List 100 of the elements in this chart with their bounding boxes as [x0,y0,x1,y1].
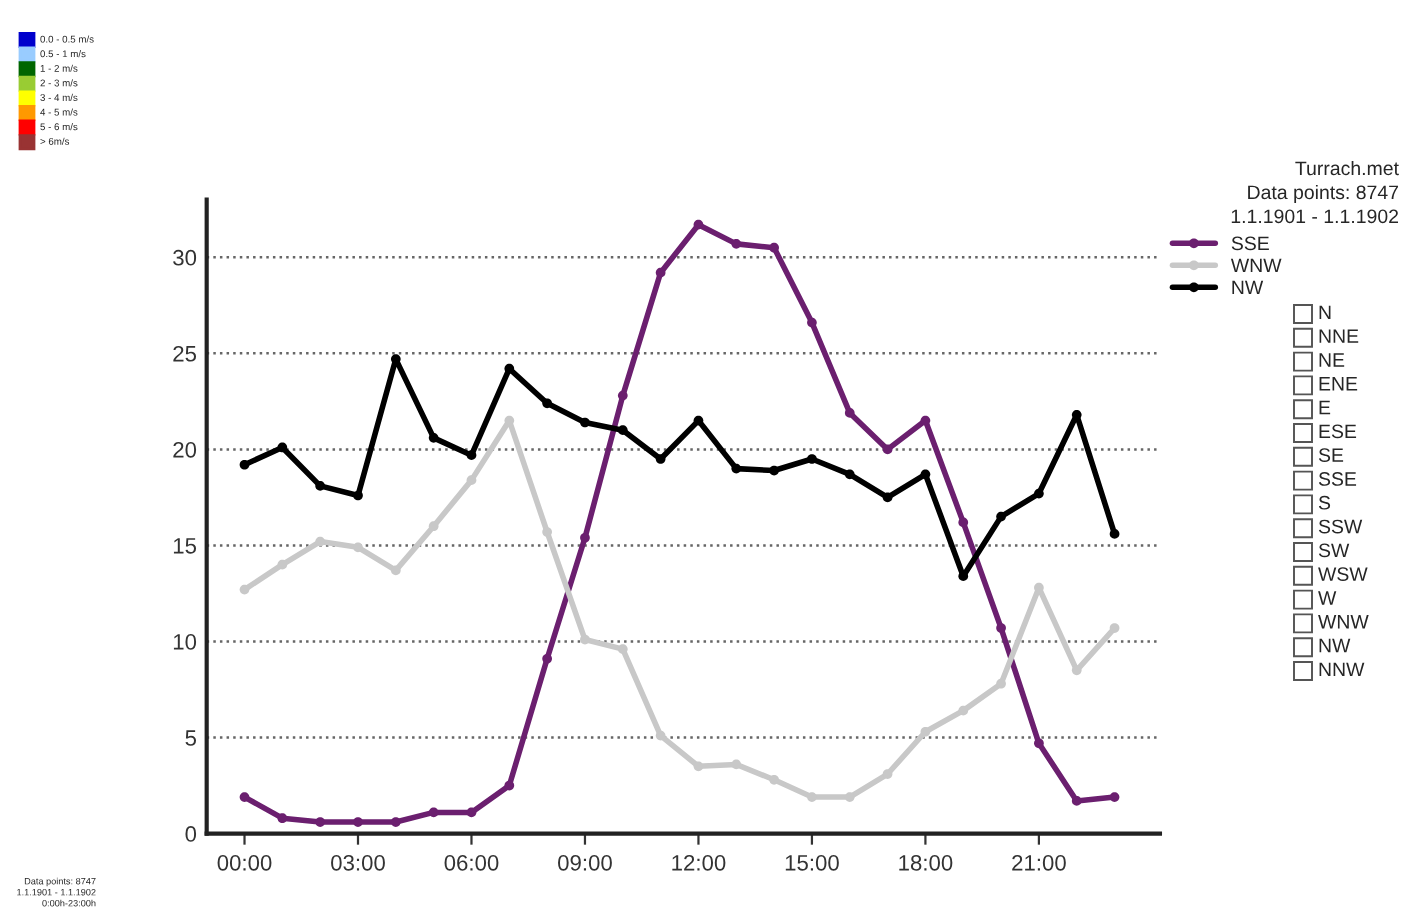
point [920,469,931,480]
point [277,559,288,570]
legend-label: NW [1232,280,1264,295]
text: S [1318,495,1331,510]
point [731,239,742,249]
point [844,408,855,418]
text: SSW [1318,519,1363,534]
point [655,454,666,464]
point [428,433,439,443]
point [390,565,401,576]
text: NNE [1319,329,1359,343]
point [1034,488,1044,499]
point [580,417,590,428]
point [428,521,439,532]
text: NNW [1319,662,1365,677]
x-tick-label: 18:00 [899,854,953,871]
legend-label: WNW [1230,258,1282,273]
text: Data points: 8747 [1248,184,1399,204]
text: N [1319,305,1331,320]
x-tick-label: 15:00 [785,854,839,871]
text: W [1318,591,1337,605]
point [315,817,326,827]
text: ESE [1319,424,1357,439]
point [617,390,628,401]
point [315,536,326,547]
point [580,532,590,543]
point [882,444,893,455]
point [390,817,401,827]
point [466,475,477,485]
point [769,774,779,785]
point [731,759,742,770]
point [807,792,817,802]
point [239,584,250,595]
text: WSW [1318,567,1368,582]
point [920,726,931,737]
point [1109,792,1120,802]
point [807,317,817,328]
point [882,492,893,503]
point [353,542,363,553]
point [580,634,590,645]
text: WNW [1318,615,1369,629]
y-tick-label: 10 [173,634,197,650]
point [1034,738,1044,749]
point [353,817,363,827]
point [996,623,1006,633]
point [769,465,779,476]
text: ENE [1319,377,1358,391]
point [731,463,742,474]
point [655,730,666,741]
point [542,398,552,409]
y-tick-label: 5 [185,730,197,746]
point [807,454,817,464]
point [617,425,628,436]
point [958,517,969,528]
point [466,807,477,818]
point [693,219,704,230]
x-tick-label: 09:00 [558,854,612,871]
point [239,459,250,470]
point [353,490,363,501]
y-tick-label: 0 [185,826,197,842]
y-tick-label: 20 [173,441,197,458]
point [769,242,779,253]
text: 1.1.1901 - 1.1.1902 [1231,209,1399,224]
x-tick-label: 03:00 [331,854,385,871]
point [920,415,931,426]
x-tick-label: 06:00 [444,854,499,871]
point [693,415,704,426]
point [542,527,552,537]
point [996,511,1006,522]
y-tick-label: 30 [173,249,197,266]
text: NW [1319,638,1351,653]
point [315,481,326,491]
point [655,267,666,278]
legend-label: SSE [1231,236,1269,251]
point [958,705,969,716]
point [1071,796,1082,806]
point [1109,623,1120,633]
point [617,644,628,655]
point [504,780,515,791]
point [1109,529,1120,539]
text: NE [1319,353,1345,367]
point [239,792,250,802]
point [542,653,552,664]
text: Turrach.met [1295,160,1399,176]
x-tick-label: 12:00 [672,854,726,871]
x-tick-label: 00:00 [217,854,272,871]
point [277,442,288,453]
text: E [1319,400,1331,415]
point [996,678,1006,689]
text: SW [1318,543,1350,558]
y-tick-label: 15 [173,538,197,554]
point [504,363,515,374]
point [466,450,477,461]
point [844,469,855,480]
y-tick-label: 25 [173,345,197,362]
point [277,813,288,824]
x-tick-label: 21:00 [1012,854,1066,871]
text: SE [1318,448,1344,463]
point [882,769,893,779]
text: SSE [1318,472,1357,486]
